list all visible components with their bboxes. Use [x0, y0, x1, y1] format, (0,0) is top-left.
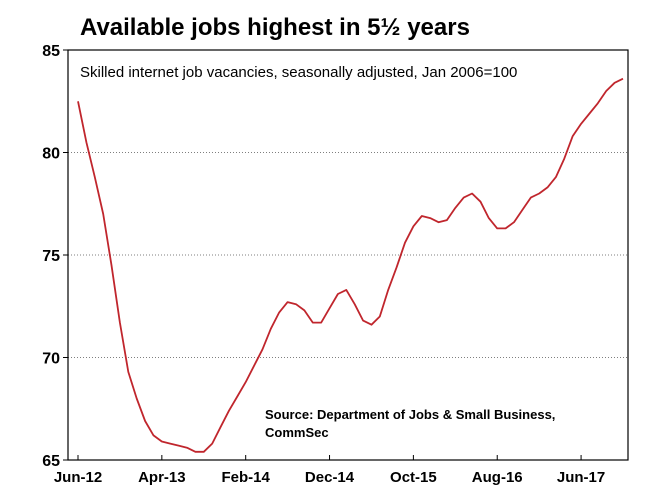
x-tick-label: Dec-14 — [305, 469, 355, 486]
x-tick-label: Oct-15 — [390, 469, 437, 486]
series-line — [77, 77, 624, 453]
y-tick-label: 80 — [42, 146, 60, 163]
x-tick-label: Feb-14 — [222, 469, 271, 486]
x-tick-label: Jun-12 — [54, 469, 102, 486]
y-tick-label: 85 — [42, 43, 60, 60]
y-axis: 65 70 75 80 85 — [42, 43, 68, 470]
chart-title: Available jobs highest in 5½ years — [80, 14, 470, 41]
x-axis: Jun-12 Apr-13 Feb-14 Dec-14 Oct-15 Aug-16 Jun-… — [54, 455, 605, 486]
x-tick-label: Apr-13 — [138, 469, 186, 486]
y-tick-label: 65 — [42, 453, 60, 470]
source-note-line1: Source: Department of Jobs & Small Busin… — [265, 407, 555, 422]
y-tick-label: 70 — [42, 351, 60, 368]
x-tick-label: Jun-17 — [557, 469, 605, 486]
x-tick-label: Aug-16 — [472, 469, 523, 486]
y-tick-label: 75 — [42, 248, 60, 265]
source-note-line2: CommSec — [265, 425, 329, 440]
chart-subtitle: Skilled internet job vacancies, seasonal… — [80, 64, 517, 81]
gridlines — [68, 152, 628, 358]
